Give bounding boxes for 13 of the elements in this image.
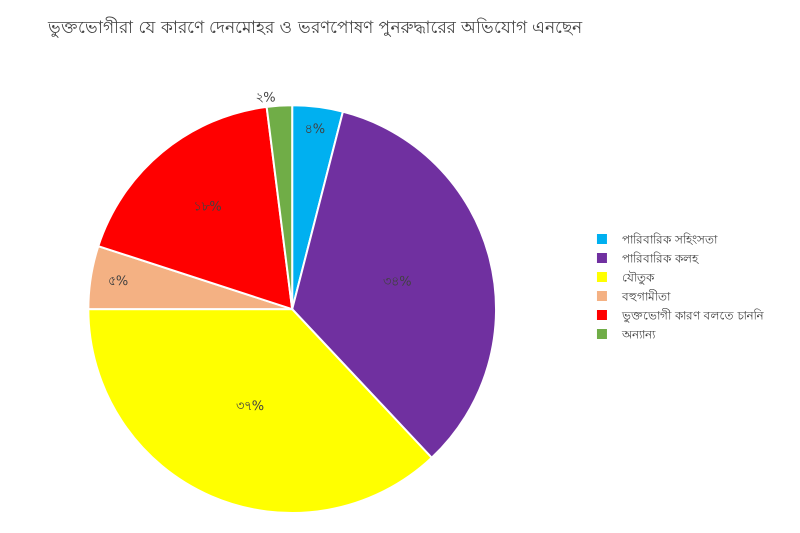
data-label: ২% xyxy=(255,90,276,106)
data-label: ৩৪% xyxy=(383,274,412,290)
legend-label: পারিবারিক কলহ xyxy=(622,252,699,266)
legend-label: বহুগামীতা xyxy=(620,290,671,304)
data-label: ৪% xyxy=(304,122,326,137)
chart-title: ভুক্তভোগীরা যে কারণে দেনমোহর ও ভরণপোষণ পুনরুদ্ধারের অভিযোগ এনছেন xyxy=(47,17,584,38)
legend-label: ভুক্তভোগী কারণ বলতে চাননি xyxy=(620,308,764,324)
data-label: ৩৭% xyxy=(236,399,264,414)
legend-label: পারিবারিক সহিংসতা xyxy=(622,232,718,247)
data-label: ৫% xyxy=(108,274,128,290)
data-label: ১৮% xyxy=(193,199,222,214)
legend-label: যৌতুক xyxy=(622,270,655,286)
legend-label: অন্যান্য xyxy=(620,328,656,342)
